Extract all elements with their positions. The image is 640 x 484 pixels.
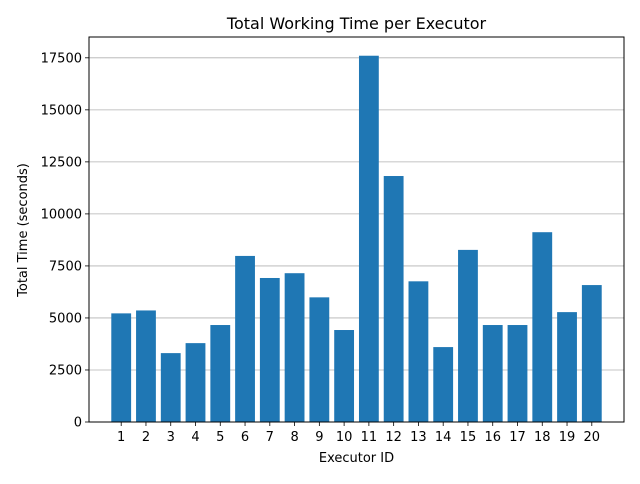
bar-executor-13 (408, 281, 429, 422)
y-tick-label: 0 (74, 416, 82, 431)
x-tick-label: 19 (559, 430, 576, 445)
x-tick-label: 14 (435, 430, 452, 445)
y-tick-label: 10000 (41, 207, 82, 222)
bar-executor-6 (235, 255, 255, 422)
x-tick-label: 5 (216, 430, 224, 445)
bar-executor-2 (136, 310, 156, 422)
y-tick-label: 7500 (49, 259, 82, 274)
x-tick-label: 13 (410, 430, 427, 445)
x-tick-label: 10 (336, 430, 353, 445)
bar-executor-10 (334, 330, 355, 422)
bar-executor-18 (532, 232, 553, 422)
x-tick-label: 6 (241, 430, 249, 445)
x-axis-label: Executor ID (319, 451, 394, 466)
chart-title: Total Working Time per Executor (226, 14, 487, 33)
x-axis-ticks: 1 2 3 4 5 6 7 8 9 10 11 12 13 14 15 16 17 18 19 20 (117, 422, 600, 445)
bar-executor-3 (160, 353, 181, 422)
bars (111, 55, 602, 422)
x-tick-label: 11 (361, 430, 378, 445)
bar-executor-4 (185, 343, 206, 422)
x-tick-label: 18 (534, 430, 551, 445)
bar-executor-20 (581, 285, 602, 422)
bar-executor-12 (383, 176, 404, 422)
y-tick-label: 12500 (41, 155, 82, 170)
y-axis-ticks: 0 2500 5000 7500 10000 12500 15000 17500 (41, 51, 89, 431)
x-tick-label: 8 (290, 430, 298, 445)
bar-executor-9 (309, 297, 330, 422)
y-tick-label: 17500 (41, 51, 82, 66)
y-tick-label: 15000 (41, 103, 82, 118)
x-tick-label: 12 (385, 430, 402, 445)
x-tick-label: 3 (167, 430, 175, 445)
x-tick-label: 2 (142, 430, 150, 445)
plot-frame (88, 36, 625, 423)
bar-executor-1 (111, 313, 132, 422)
bar-executor-14 (433, 347, 454, 422)
bar-executor-15 (458, 249, 478, 422)
x-tick-label: 15 (460, 430, 477, 445)
bar-executor-7 (259, 277, 280, 422)
x-tick-label: 20 (584, 430, 601, 445)
bar-executor-16 (482, 325, 503, 422)
bar-executor-19 (557, 312, 577, 422)
y-tick-label: 2500 (49, 363, 82, 378)
bar-executor-8 (284, 273, 305, 422)
x-tick-label: 17 (509, 430, 526, 445)
y-axis-label: Total Time (seconds) (16, 163, 31, 298)
x-tick-label: 4 (191, 430, 199, 445)
x-tick-label: 7 (266, 430, 274, 445)
bar-executor-17 (507, 325, 528, 422)
x-tick-label: 9 (315, 430, 323, 445)
x-tick-label: 16 (484, 430, 501, 445)
bar-executor-5 (210, 325, 231, 422)
bar-executor-11 (358, 55, 379, 422)
x-tick-label: 1 (117, 430, 125, 445)
y-tick-label: 5000 (49, 311, 82, 326)
